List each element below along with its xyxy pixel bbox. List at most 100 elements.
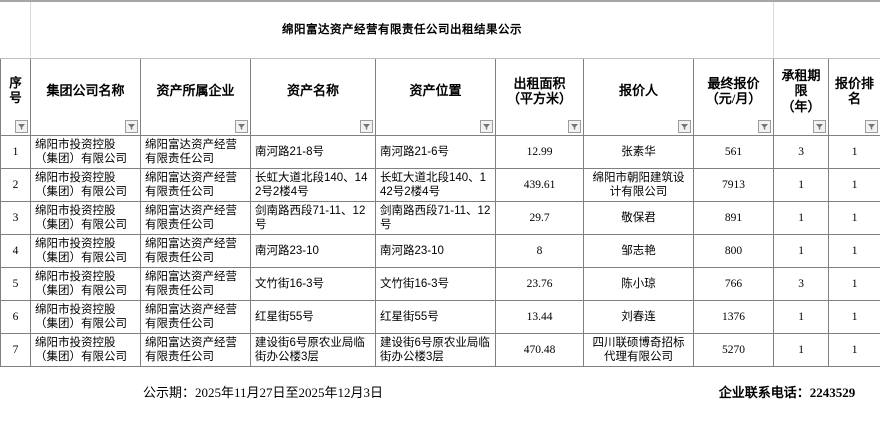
cell-asset-location: 南河路21-6号: [375, 134, 496, 170]
table-header-row: 序 号 集团公司名称 资产所属企业: [0, 58, 880, 136]
cell-final-price: 766: [692, 267, 775, 302]
header-label-final-price-l2: （元/月）: [705, 91, 762, 106]
cell-final-price: 800: [692, 234, 775, 269]
cell-group-company: 绵阳市投资控股（集团）有限公司: [30, 267, 141, 302]
publicity-period-text: 公示期：2025年11月27日至2025年12月3日: [30, 366, 496, 420]
cell-rental-area: 12.99: [495, 134, 584, 170]
filter-dropdown-icon-asset-name[interactable]: [360, 120, 373, 133]
header-label-lease-term-l2: 限: [794, 83, 808, 99]
header-cell-group-company: 集团公司名称: [30, 58, 141, 136]
header-label-lease-term-l1: 承租期: [781, 68, 821, 83]
table-row: 2 绵阳市投资控股（集团）有限公司 绵阳富达资产经营有限责任公司 长虹大道北段1…: [0, 168, 880, 203]
filter-dropdown-icon-index[interactable]: [15, 120, 28, 133]
cell-rental-area: 29.7: [495, 201, 584, 236]
announcement-table: 绵阳富达资产经营有限责任公司出租结果公示 序 号 集团公司名称: [0, 2, 880, 420]
cell-bidder: 张素华: [583, 134, 694, 170]
header-cell-asset-location: 资产位置: [375, 58, 496, 136]
cell-bidder: 敬保君: [583, 201, 694, 236]
header-label-asset-owner: 资产所属企业: [156, 83, 235, 99]
header-label-group-company: 集团公司名称: [46, 83, 125, 99]
title-row: 绵阳富达资产经营有限责任公司出租结果公示: [0, 2, 880, 59]
header-label-asset-location: 资产位置: [409, 83, 462, 99]
cell-final-price: 7913: [692, 168, 775, 203]
cell-asset-name: 长虹大道北段140、142号2楼4号: [250, 168, 376, 203]
header-cell-price-rank: 报价排 名: [828, 58, 880, 136]
cell-asset-owner: 绵阳富达资产经营有限责任公司: [140, 333, 251, 368]
table-row: 1 绵阳市投资控股（集团）有限公司 绵阳富达资产经营有限责任公司 南河路21-8…: [0, 134, 880, 170]
cell-asset-name: 南河路21-8号: [250, 134, 376, 170]
cell-bidder: 刘春连: [583, 300, 694, 335]
filter-dropdown-icon-asset-location[interactable]: [480, 120, 493, 133]
filter-dropdown-icon-group-company[interactable]: [125, 120, 138, 133]
filter-dropdown-icon-price-rank[interactable]: [865, 120, 879, 133]
cell-lease-term: 3: [773, 134, 830, 170]
table-row: 5 绵阳市投资控股（集团）有限公司 绵阳富达资产经营有限责任公司 文竹街16-3…: [0, 267, 880, 302]
cell-group-company: 绵阳市投资控股（集团）有限公司: [30, 300, 141, 335]
cell-group-company: 绵阳市投资控股（集团）有限公司: [30, 168, 141, 203]
table-footer-row: 公示期：2025年11月27日至2025年12月3日 企业联系电话：224352…: [0, 366, 880, 420]
table-row: 4 绵阳市投资控股（集团）有限公司 绵阳富达资产经营有限责任公司 南河路23-1…: [0, 234, 880, 269]
filter-dropdown-icon-final-price[interactable]: [758, 120, 772, 133]
cell-group-company: 绵阳市投资控股（集团）有限公司: [30, 234, 141, 269]
filter-dropdown-icon-rental-area[interactable]: [568, 120, 581, 133]
header-cell-index: 序 号: [0, 58, 31, 136]
cell-index: 1: [0, 134, 31, 170]
cell-asset-location: 南河路23-10: [375, 234, 496, 269]
filter-dropdown-icon-lease-term[interactable]: [813, 120, 827, 133]
table-row: 6 绵阳市投资控股（集团）有限公司 绵阳富达资产经营有限责任公司 红星街55号 …: [0, 300, 880, 335]
cell-lease-term: 1: [773, 300, 830, 335]
cell-price-rank: 1: [828, 333, 880, 368]
cell-bidder: 邹志艳: [583, 234, 694, 269]
header-label-index-l1: 序: [9, 76, 22, 91]
filter-dropdown-icon-asset-owner[interactable]: [235, 120, 248, 133]
cell-index: 7: [0, 333, 31, 368]
header-label-price-rank-l2: 名: [848, 91, 862, 106]
header-cell-asset-owner: 资产所属企业: [140, 58, 251, 136]
cell-rental-area: 8: [495, 234, 584, 269]
cell-index: 3: [0, 201, 31, 236]
header-cell-final-price: 最终报价 （元/月）: [692, 58, 775, 136]
cell-asset-owner: 绵阳富达资产经营有限责任公司: [140, 201, 251, 236]
cell-asset-name: 剑南路西段71-11、12号: [250, 201, 376, 236]
table-row: 7 绵阳市投资控股（集团）有限公司 绵阳富达资产经营有限责任公司 建设街6号原农…: [0, 333, 880, 368]
cell-bidder: 陈小琼: [583, 267, 694, 302]
cell-asset-owner: 绵阳富达资产经营有限责任公司: [140, 234, 251, 269]
page-title: 绵阳富达资产经营有限责任公司出租结果公示: [30, 2, 774, 59]
footer-middle-spacer: [495, 366, 694, 420]
cell-rental-area: 13.44: [495, 300, 584, 335]
header-label-rental-area-l1: 出租面积: [513, 75, 566, 91]
cell-asset-owner: 绵阳富达资产经营有限责任公司: [140, 267, 251, 302]
cell-index: 6: [0, 300, 31, 335]
cell-price-rank: 1: [828, 234, 880, 269]
cell-group-company: 绵阳市投资控股（集团）有限公司: [30, 134, 141, 170]
cell-final-price: 891: [692, 201, 775, 236]
cell-bidder: 绵阳市朝阳建筑设计有限公司: [583, 168, 694, 203]
title-left-spacer: [0, 2, 31, 59]
header-cell-asset-name: 资产名称: [250, 58, 376, 136]
cell-asset-location: 剑南路西段71-11、12号: [375, 201, 496, 236]
table-row: 3 绵阳市投资控股（集团）有限公司 绵阳富达资产经营有限责任公司 剑南路西段71…: [0, 201, 880, 236]
cell-lease-term: 3: [773, 267, 830, 302]
header-cell-bidder: 报价人: [583, 58, 694, 136]
header-label-bidder: 报价人: [618, 83, 658, 99]
filter-dropdown-icon-bidder[interactable]: [678, 120, 691, 133]
cell-group-company: 绵阳市投资控股（集团）有限公司: [30, 201, 141, 236]
cell-price-rank: 1: [828, 201, 880, 236]
header-cell-lease-term: 承租期 限 （年）: [773, 58, 830, 136]
cell-index: 5: [0, 267, 31, 302]
header-label-rental-area-l2: （平方米）: [506, 91, 572, 106]
cell-asset-owner: 绵阳富达资产经营有限责任公司: [140, 168, 251, 203]
cell-asset-name: 南河路23-10: [250, 234, 376, 269]
cell-price-rank: 1: [828, 168, 880, 203]
header-label-price-rank-l1: 报价排: [835, 75, 875, 91]
cell-index: 4: [0, 234, 31, 269]
cell-asset-location: 建设街6号原农业局临街办公楼3层: [375, 333, 496, 368]
cell-asset-owner: 绵阳富达资产经营有限责任公司: [140, 300, 251, 335]
cell-asset-location: 红星街55号: [375, 300, 496, 335]
title-right-spacer: [773, 2, 880, 59]
header-label-index-l2: 号: [9, 91, 22, 105]
cell-asset-location: 长虹大道北段140、142号2楼4号: [375, 168, 496, 203]
cell-price-rank: 1: [828, 267, 880, 302]
cell-bidder: 四川联硕博奇招标代理有限公司: [583, 333, 694, 368]
